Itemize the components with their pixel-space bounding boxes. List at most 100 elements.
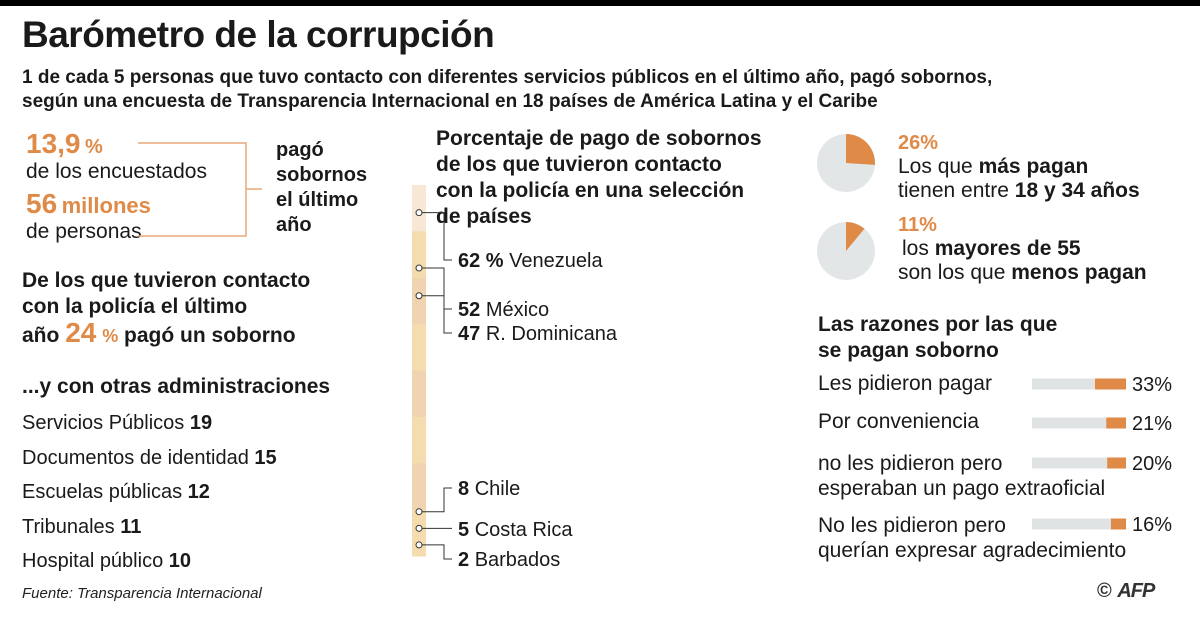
list-item: Servicios Públicos 19: [22, 406, 277, 441]
country-name: Venezuela: [509, 250, 603, 272]
item-value: 10: [168, 550, 192, 572]
country-name: Barbados: [475, 549, 561, 571]
millions-label: de personas: [26, 220, 142, 243]
country-leader: [422, 487, 452, 513]
country-name: Chile: [475, 478, 521, 500]
country-marker: [415, 264, 423, 272]
reasons-title: Las razones por las que se pagan soborno: [818, 312, 1057, 364]
country-leader: [422, 544, 452, 560]
scale-band: [412, 370, 426, 418]
millions-value: 56: [26, 188, 58, 219]
item-value: 15: [254, 446, 277, 469]
country-label: 5 Costa Rica: [458, 519, 573, 541]
country-label: 8 Chile: [458, 478, 520, 500]
country-label: 52 México: [458, 299, 549, 321]
pie-2-line-1: los mayores de 55: [902, 237, 1147, 261]
reason-label: Les pidieron pagar: [818, 372, 992, 395]
police-line-2: con la policía el último: [22, 295, 248, 318]
pie-1-line-2-pre: tienen entre: [898, 179, 1015, 202]
country-leader: [422, 295, 452, 334]
pie-2-line-2-bold: menos pagan: [1011, 261, 1147, 284]
millions-unit: millones: [61, 193, 151, 218]
police-unit: %: [102, 326, 119, 346]
bracket-label-line: el último: [276, 189, 359, 211]
reason-label-line: No les pidieron pero: [818, 514, 1006, 537]
agency-credit: © AFP: [1097, 580, 1155, 603]
reason-label: No les pidieron pero querían expresar ag…: [818, 513, 1126, 563]
pie-1-line-1-pre: Los que: [898, 155, 979, 178]
pie-2-line-2-pre: son los que: [898, 261, 1012, 284]
reasons-title-line: se pagan soborno: [818, 339, 999, 362]
reason-value: 21%: [1132, 413, 1172, 435]
pie-1-text: 26% Los que más pagan tienen entre 18 y …: [898, 132, 1140, 203]
pie-2-line-1-pre: los: [902, 237, 935, 260]
top-rule: [0, 0, 1200, 6]
pie-1-value: 26%: [898, 132, 939, 154]
scale-band: [412, 416, 426, 464]
pie-1-line-1: Los que más pagan: [898, 155, 1140, 179]
subtitle: 1 de cada 5 personas que tuvo contacto c…: [22, 66, 992, 114]
item-label: Hospital público: [22, 550, 164, 572]
pie-1-line-2: tienen entre 18 y 34 años: [898, 179, 1140, 203]
reason-label-line: esperaban un pago extraoficial: [818, 477, 1106, 500]
scale-band: [412, 324, 426, 371]
item-value: 11: [120, 515, 142, 538]
country-leader: [422, 267, 452, 310]
list-item: Hospital público 10: [22, 544, 277, 579]
police-line-3-pre: año: [22, 324, 60, 347]
country-marker: [415, 292, 423, 300]
country-value: 52: [458, 299, 486, 321]
reason-bar: [1106, 417, 1126, 429]
list-item: Escuelas públicas 12: [22, 475, 277, 510]
source-note: Fuente: Transparencia Internacional: [22, 585, 262, 602]
stats-bracket: [138, 142, 247, 237]
reason-bar: [1107, 457, 1126, 469]
reason-track: [1032, 378, 1126, 390]
police-chart-title-line: Porcentaje de pago de sobornos: [436, 127, 762, 150]
reasons-title-line: Las razones por las que: [818, 313, 1058, 336]
police-value: 24: [65, 317, 97, 348]
reason-label: Por conveniencia: [818, 410, 980, 433]
country-value: 62 %: [458, 250, 509, 272]
reason-value: 33%: [1132, 374, 1172, 396]
police-line-3-post: pagó un soborno: [124, 324, 296, 347]
list-item: Documentos de identidad 15: [22, 441, 277, 476]
country-name: Costa Rica: [475, 519, 574, 541]
pie-1-line-1-bold: más pagan: [978, 155, 1089, 178]
country-marker: [415, 209, 423, 217]
police-chart-title-line: con la policía en una selección: [436, 179, 745, 202]
reason-track: [1032, 518, 1126, 530]
pie-2-line-2: son los que menos pagan: [898, 261, 1147, 285]
scale-band: [412, 463, 426, 511]
country-value: 8: [458, 478, 475, 500]
scale-band: [412, 185, 426, 232]
subtitle-line-2: según una encuesta de Transparencia Inte…: [22, 91, 878, 112]
subtitle-line-1: 1 de cada 5 personas que tuvo contacto c…: [22, 67, 993, 88]
country-label: 47 R. Dominicana: [458, 323, 618, 345]
reason-track: [1032, 417, 1126, 429]
page-title: Barómetro de la corrupción: [22, 14, 495, 55]
bracket-label-line: pagó: [276, 139, 324, 161]
reason-value: 16%: [1132, 514, 1172, 536]
reason-track: [1032, 457, 1126, 469]
item-label: Servicios Públicos: [22, 412, 185, 434]
bracket-label-line: año: [276, 214, 312, 236]
country-label: 62 % Venezuela: [458, 250, 603, 272]
country-name: México: [486, 299, 549, 321]
police-chart-title-line: de países: [436, 205, 532, 228]
police-chart-title-line: de los que tuvieron contacto: [436, 153, 722, 176]
scale-band: [412, 231, 426, 279]
scale-band: [412, 509, 426, 557]
reason-value: 20%: [1132, 453, 1172, 475]
list-item: Tribunales 11: [22, 510, 277, 545]
pie-2-text: 11% los mayores de 55 son los que menos …: [898, 214, 1147, 285]
pie-1-line-2-bold: 18 y 34 años: [1014, 179, 1140, 202]
pct-label: de los encuestados: [26, 160, 207, 183]
item-label: Escuelas públicas: [22, 481, 183, 503]
pct-unit: %: [84, 136, 103, 158]
country-label: 2 Barbados: [458, 549, 560, 571]
police-line-1: De los que tuvieron contacto: [22, 269, 311, 292]
police-line-3: año 24 % pagó un soborno: [22, 317, 310, 349]
country-marker: [415, 508, 423, 516]
bracket-label-line: sobornos: [276, 164, 368, 186]
